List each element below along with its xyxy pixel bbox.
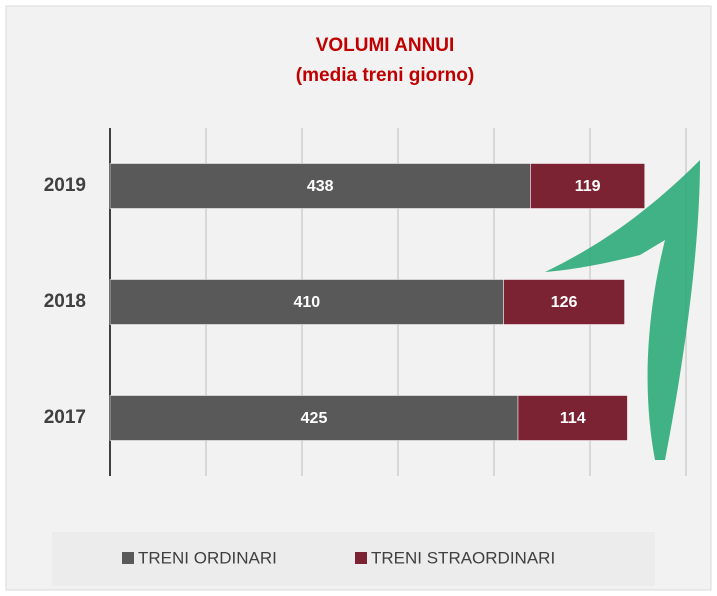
- bar-segment: [109, 395, 519, 441]
- legend: TRENI ORDINARI TRENI STRAORDINARI: [122, 548, 555, 567]
- data-label: 410: [293, 294, 320, 311]
- legend-label: TRENI ORDINARI: [138, 548, 277, 567]
- legend-swatch: [122, 552, 134, 564]
- bar-segment: [503, 279, 625, 325]
- y-tick-label: 2019: [44, 175, 86, 196]
- bar-segment: [517, 395, 628, 441]
- legend-box: [52, 532, 655, 586]
- bar-segment: [109, 279, 504, 325]
- legend-swatch: [355, 552, 367, 564]
- decorative-arrow: [545, 160, 700, 460]
- data-label: 119: [575, 178, 601, 195]
- data-label: 425: [301, 410, 328, 427]
- bars: 2019 438 119 2018 410 126 2017 425 114: [44, 163, 645, 441]
- data-label: 438: [307, 178, 334, 195]
- chart-title: VOLUMI ANNUI: [316, 35, 455, 56]
- bar-segment: [530, 163, 645, 209]
- y-tick-label: 2018: [44, 291, 86, 312]
- y-tick-label: 2017: [44, 407, 86, 428]
- legend-label: TRENI STRAORDINARI: [371, 548, 555, 567]
- data-label: 126: [551, 294, 578, 311]
- data-label: 114: [560, 410, 586, 427]
- chart-subtitle: (media treni giorno): [296, 65, 474, 86]
- bar-segment: [109, 163, 531, 209]
